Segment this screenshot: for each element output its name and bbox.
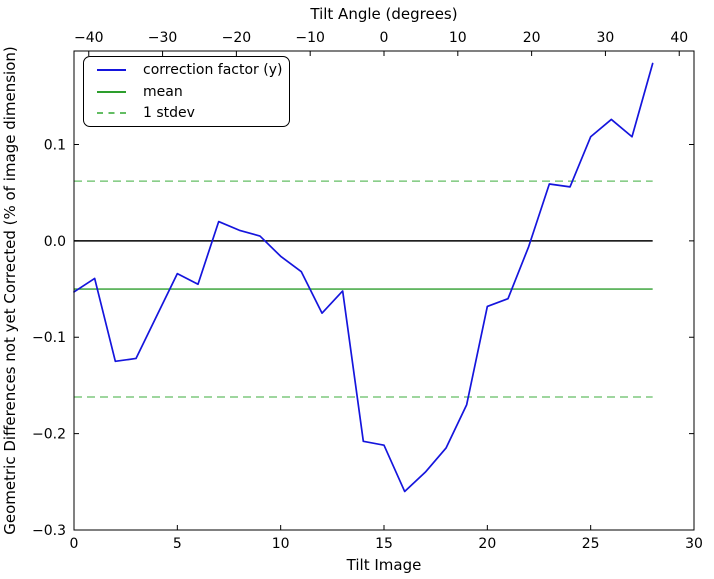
x-tick-label: 30 <box>685 536 703 552</box>
y-tick-label: −0.2 <box>32 427 66 443</box>
x-axis-title: Tilt Image <box>346 556 422 574</box>
x-tick-label: 25 <box>582 536 600 552</box>
axis-ticks: 0 5 10 15 20 25 30 −40 −30 −20 −10 0 10 20 30 40 0.1 0.0 −… <box>32 30 703 552</box>
top-tick-label: −10 <box>295 30 325 46</box>
top-axis-title: Tilt Angle (degrees) <box>309 5 457 23</box>
legend-item-mean: mean <box>94 81 279 102</box>
blue-line-swatch <box>97 69 126 71</box>
y-tick-label: 0.1 <box>44 137 66 153</box>
legend-label: correction factor (y) <box>143 62 283 78</box>
legend: correction factor (y) mean 1 stdev <box>83 56 290 127</box>
x-tick-label: 5 <box>173 536 182 552</box>
top-tick-label: −20 <box>222 30 252 46</box>
top-tick-label: −30 <box>148 30 178 46</box>
x-tick-label: 20 <box>478 536 496 552</box>
top-tick-label: 40 <box>670 30 688 46</box>
top-tick-label: 0 <box>380 30 389 46</box>
plot-lines <box>73 62 654 493</box>
x-tick-label: 15 <box>375 536 393 552</box>
top-tick-label: −40 <box>74 30 104 46</box>
legend-label: mean <box>143 83 183 100</box>
correction-factor-line <box>73 62 654 493</box>
top-tick-label: 30 <box>597 30 615 46</box>
y-axis-title: Geometric Differences not yet Corrected … <box>1 46 19 535</box>
y-tick-label: 0.0 <box>44 234 66 250</box>
legend-item-stdev: 1 stdev <box>94 103 279 124</box>
top-tick-label: 20 <box>523 30 541 46</box>
x-tick-label: 0 <box>70 536 79 552</box>
green-dashed-swatch <box>97 112 126 114</box>
top-tick-label: 10 <box>449 30 467 46</box>
legend-label: 1 stdev <box>143 105 195 121</box>
y-tick-label: −0.1 <box>32 330 66 346</box>
green-line-swatch <box>97 90 126 93</box>
y-tick-label: −0.3 <box>32 523 66 539</box>
plot-frame <box>73 50 695 531</box>
x-tick-label: 10 <box>272 536 290 552</box>
legend-item-correction-factor: correction factor (y) <box>94 60 283 81</box>
